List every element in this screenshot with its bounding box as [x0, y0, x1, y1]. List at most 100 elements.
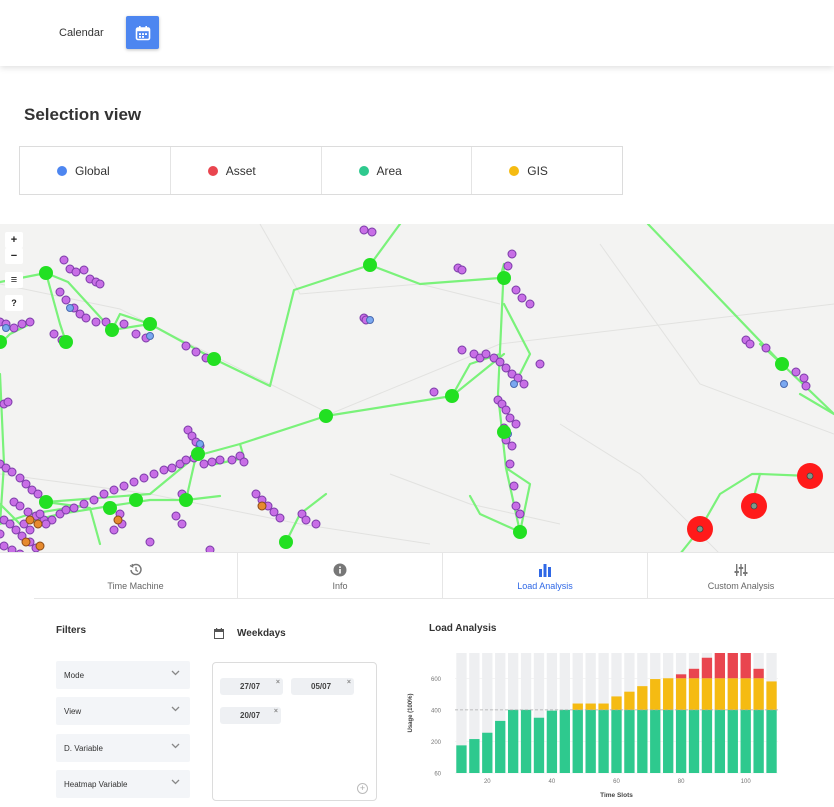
asset-marker[interactable]: [517, 293, 527, 303]
asset-marker[interactable]: [33, 489, 43, 499]
asset-marker[interactable]: [429, 387, 439, 397]
asset-marker[interactable]: [239, 457, 249, 467]
asset-marker[interactable]: [59, 255, 69, 265]
bar-segment-medium[interactable]: [766, 681, 777, 710]
bar-segment-base[interactable]: [740, 709, 751, 773]
asset-marker[interactable]: [7, 545, 17, 554]
asset-marker[interactable]: [519, 379, 529, 389]
asset-marker[interactable]: [146, 332, 154, 340]
asset-marker[interactable]: [191, 347, 201, 357]
asset-marker[interactable]: [109, 525, 119, 535]
bar-segment-high[interactable]: [688, 668, 700, 679]
selection-tab-gis[interactable]: GIS: [472, 147, 622, 194]
asset-marker[interactable]: [79, 499, 89, 509]
asset-marker[interactable]: [25, 525, 35, 535]
heatmap-variable-select[interactable]: Heatmap Variable: [56, 770, 190, 798]
asset-marker[interactable]: [11, 525, 21, 535]
asset-marker[interactable]: [109, 485, 119, 495]
asset-marker[interactable]: [33, 519, 43, 529]
substation-node[interactable]: [363, 258, 377, 272]
tab-custom-analysis[interactable]: Custom Analysis: [648, 553, 834, 598]
d-variable-select[interactable]: D. Variable: [56, 734, 190, 762]
asset-marker[interactable]: [119, 481, 129, 491]
add-weekday-button[interactable]: +: [357, 783, 368, 794]
asset-marker[interactable]: [501, 405, 511, 415]
asset-marker[interactable]: [511, 285, 521, 295]
substation-node[interactable]: [143, 317, 157, 331]
bar-segment-base[interactable]: [495, 720, 506, 773]
asset-marker[interactable]: [457, 345, 467, 355]
bar-segment-base[interactable]: [650, 709, 661, 773]
selection-tab-area[interactable]: Area: [322, 147, 473, 194]
asset-marker[interactable]: [507, 249, 517, 259]
bar-segment-base[interactable]: [533, 717, 545, 773]
substation-node[interactable]: [0, 335, 7, 349]
bar-segment-base[interactable]: [469, 739, 480, 773]
zoom-in-button[interactable]: +: [5, 232, 23, 248]
substation-node[interactable]: [445, 389, 459, 403]
substation-node[interactable]: [191, 447, 205, 461]
remove-chip-icon[interactable]: ×: [346, 679, 351, 686]
asset-marker[interactable]: [227, 455, 237, 465]
bar-segment-base[interactable]: [701, 709, 713, 773]
asset-marker[interactable]: [301, 515, 311, 525]
asset-marker[interactable]: [66, 304, 74, 312]
bar-segment-base[interactable]: [637, 709, 648, 773]
bar-segment-base[interactable]: [598, 709, 609, 773]
remove-chip-icon[interactable]: ×: [273, 708, 278, 715]
asset-marker[interactable]: [113, 515, 123, 525]
asset-marker[interactable]: [535, 359, 545, 369]
substation-node[interactable]: [105, 323, 119, 337]
bar-segment-base[interactable]: [482, 732, 493, 773]
weekday-chip[interactable]: 27/07 ×: [220, 678, 283, 695]
asset-marker[interactable]: [61, 295, 71, 305]
asset-marker[interactable]: [780, 380, 788, 388]
asset-marker[interactable]: [511, 419, 521, 429]
asset-marker[interactable]: [99, 489, 109, 499]
asset-marker[interactable]: [196, 440, 204, 448]
bar-segment-base[interactable]: [585, 709, 596, 773]
bar-segment-medium[interactable]: [585, 703, 596, 710]
zoom-out-button[interactable]: −: [5, 248, 23, 264]
selection-tab-asset[interactable]: Asset: [171, 147, 322, 194]
asset-marker[interactable]: [15, 473, 25, 483]
weekday-chip[interactable]: 20/07 ×: [220, 707, 281, 724]
substation-node[interactable]: [497, 271, 511, 285]
asset-marker[interactable]: [791, 367, 801, 377]
asset-marker[interactable]: [55, 287, 65, 297]
bar-segment-medium[interactable]: [663, 678, 674, 710]
bar-segment-base[interactable]: [663, 709, 674, 773]
asset-marker[interactable]: [215, 455, 225, 465]
bar-segment-medium[interactable]: [714, 678, 726, 710]
bar-segment-base[interactable]: [456, 745, 467, 773]
asset-marker[interactable]: [69, 503, 79, 513]
asset-marker[interactable]: [799, 373, 809, 383]
bar-segment-medium[interactable]: [650, 679, 661, 710]
bar-segment-base[interactable]: [546, 710, 558, 773]
asset-marker[interactable]: [257, 501, 267, 511]
asset-marker[interactable]: [5, 519, 15, 529]
bar-segment-medium[interactable]: [688, 678, 700, 710]
asset-marker[interactable]: [503, 261, 513, 271]
bar-segment-base[interactable]: [688, 709, 700, 773]
tab-load-analysis[interactable]: Load Analysis: [443, 553, 648, 598]
bar-segment-high[interactable]: [753, 668, 764, 679]
asset-marker[interactable]: [501, 363, 511, 373]
asset-marker[interactable]: [101, 317, 111, 327]
asset-marker[interactable]: [21, 479, 31, 489]
asset-marker[interactable]: [171, 511, 181, 521]
bar-segment-medium[interactable]: [572, 703, 583, 710]
asset-marker[interactable]: [513, 373, 523, 383]
bar-segment-medium[interactable]: [611, 696, 622, 710]
asset-marker[interactable]: [21, 537, 31, 547]
asset-marker[interactable]: [510, 380, 518, 388]
asset-marker[interactable]: [205, 545, 215, 554]
asset-marker[interactable]: [3, 397, 13, 407]
help-button[interactable]: ?: [5, 295, 23, 311]
asset-marker[interactable]: [25, 317, 35, 327]
asset-marker[interactable]: [0, 541, 9, 551]
bar-segment-medium[interactable]: [675, 678, 687, 710]
substation-node[interactable]: [279, 535, 293, 549]
calendar-button[interactable]: [126, 16, 159, 49]
asset-marker[interactable]: [17, 319, 27, 329]
